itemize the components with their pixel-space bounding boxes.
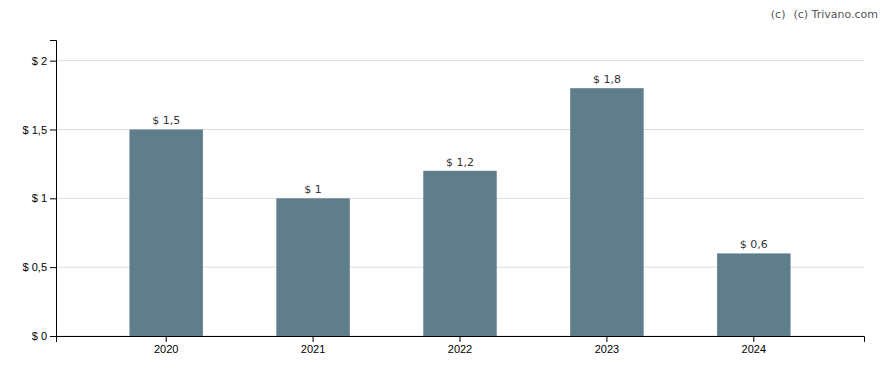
y-tick-mark [50, 198, 56, 199]
x-tick: 2021 [301, 336, 325, 355]
y-tick-label: $ 1,5 [23, 124, 47, 136]
annotation: (c) [771, 8, 786, 21]
data-label: $ 1 [304, 183, 322, 196]
x-tick-label: 2020 [154, 343, 178, 355]
y-tick-label: $ 0 [32, 330, 47, 342]
bar [570, 88, 643, 336]
data-label: $ 1,5 [152, 114, 180, 127]
x-axis-line [57, 337, 865, 343]
x-tick: 2020 [154, 336, 178, 355]
y-tick-mark [50, 336, 56, 337]
y-tick: $ 1,5 [23, 124, 56, 136]
y-tick-mark [50, 129, 56, 130]
plot: $ 0 $ 0,5 $ 1 $ 1,5 $ 2 2020 2021 2022 2023 2024 $… [23, 41, 865, 355]
y-tick: $ 1 [32, 192, 56, 204]
bar [276, 198, 349, 336]
x-tick-mark [753, 336, 754, 342]
x-tick-mark [166, 336, 167, 342]
x-tick: 2024 [742, 336, 766, 355]
data-label: $ 1,2 [446, 156, 474, 169]
x-tick-mark [460, 336, 461, 342]
y-axis-line [50, 41, 57, 337]
x-tick-label: 2023 [595, 343, 619, 355]
bar [423, 171, 496, 336]
grid [56, 61, 864, 336]
x-tick-mark [606, 336, 607, 342]
y-tick-label: $ 2 [32, 55, 47, 67]
chart: $ 0 $ 0,5 $ 1 $ 1,5 $ 2 2020 2021 2022 2023 2024 $… [0, 0, 888, 370]
x-tick-label: 2024 [742, 343, 766, 355]
grid-line [56, 60, 864, 61]
x-tick: 2022 [448, 336, 472, 355]
annotations: (c) Trivano.com (c) [771, 8, 878, 21]
y-tick-label: $ 1 [32, 192, 47, 204]
bar [129, 129, 202, 336]
y-axis: $ 0 $ 0,5 $ 1 $ 1,5 $ 2 [23, 41, 57, 343]
bars [129, 88, 790, 336]
data-labels: $ 1,5 $ 1 $ 1,2 $ 1,8 $ 0,6 [152, 73, 768, 251]
y-tick-label: $ 0,5 [23, 261, 47, 273]
x-tick: 2023 [595, 336, 619, 355]
data-label: $ 1,8 [593, 73, 621, 86]
x-tick-label: 2022 [448, 343, 472, 355]
y-tick: $ 2 [32, 55, 56, 67]
y-tick: $ 0 [32, 330, 56, 342]
x-tick-label: 2021 [301, 343, 325, 355]
data-label: $ 0,6 [740, 238, 768, 251]
x-axis: 2020 2021 2022 2023 2024 [57, 336, 865, 355]
annotation: (c) Trivano.com [793, 8, 878, 21]
bar [717, 253, 790, 336]
y-tick: $ 0,5 [23, 261, 56, 273]
y-tick-mark [50, 61, 56, 62]
y-tick-mark [50, 267, 56, 268]
x-tick-mark [313, 336, 314, 342]
